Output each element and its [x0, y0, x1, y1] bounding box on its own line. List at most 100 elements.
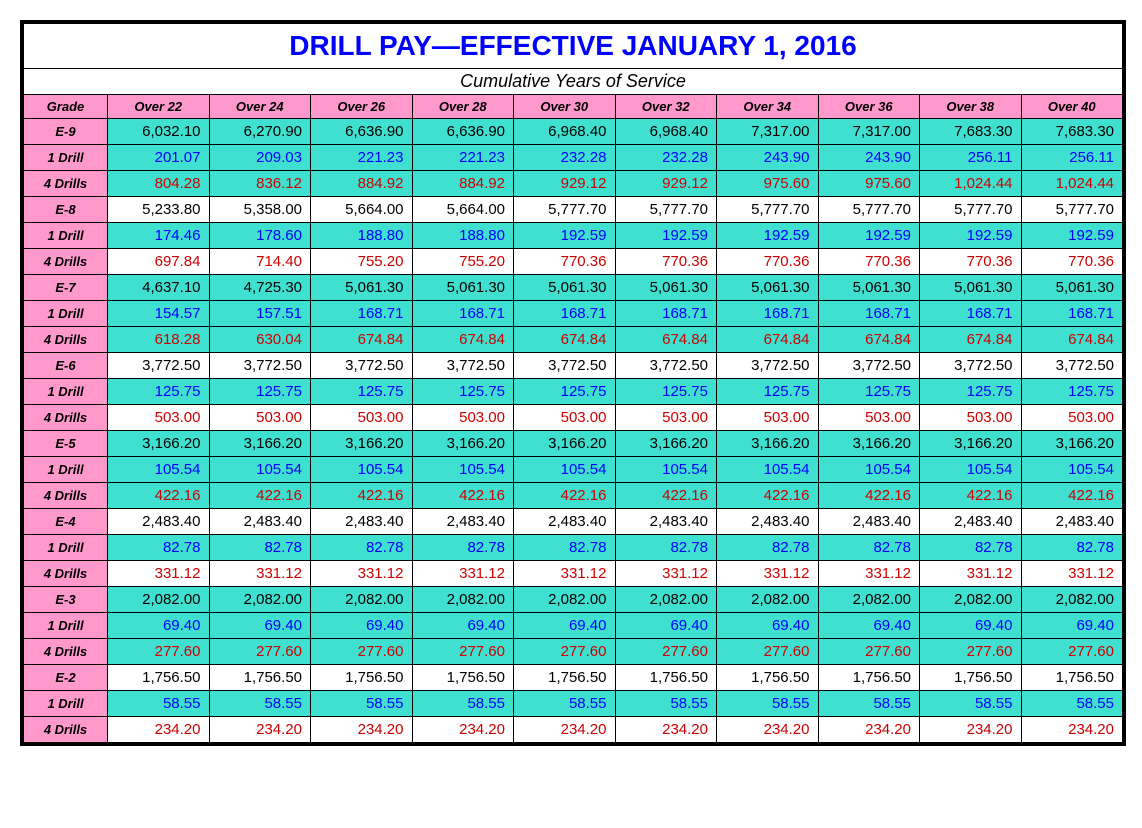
col-header-over-26: Over 26	[311, 95, 413, 119]
cell-value: 232.28	[615, 145, 717, 171]
title-row: DRILL PAY—EFFECTIVE JANUARY 1, 2016	[24, 24, 1123, 69]
cell-value: 770.36	[717, 249, 819, 275]
cell-value: 3,166.20	[1021, 431, 1123, 457]
table-row: 4 Drills503.00503.00503.00503.00503.0050…	[24, 405, 1123, 431]
row-label: E-7	[24, 275, 108, 301]
cell-value: 1,756.50	[920, 665, 1022, 691]
cell-value: 2,082.00	[412, 587, 514, 613]
cell-value: 7,683.30	[920, 119, 1022, 145]
cell-value: 192.59	[615, 223, 717, 249]
cell-value: 125.75	[818, 379, 920, 405]
cell-value: 192.59	[717, 223, 819, 249]
cell-value: 69.40	[412, 613, 514, 639]
cell-value: 243.90	[717, 145, 819, 171]
cell-value: 3,166.20	[311, 431, 413, 457]
cell-value: 2,483.40	[615, 509, 717, 535]
cell-value: 69.40	[615, 613, 717, 639]
drill-pay-table-container: DRILL PAY—EFFECTIVE JANUARY 1, 2016 Cumu…	[20, 20, 1126, 746]
cell-value: 503.00	[818, 405, 920, 431]
cell-value: 2,483.40	[311, 509, 413, 535]
cell-value: 58.55	[209, 691, 311, 717]
col-header-over-38: Over 38	[920, 95, 1022, 119]
cell-value: 82.78	[209, 535, 311, 561]
row-label: 1 Drill	[24, 145, 108, 171]
cell-value: 2,483.40	[108, 509, 210, 535]
table-row: E-63,772.503,772.503,772.503,772.503,772…	[24, 353, 1123, 379]
cell-value: 125.75	[717, 379, 819, 405]
cell-value: 277.60	[1021, 639, 1123, 665]
cell-value: 4,637.10	[108, 275, 210, 301]
cell-value: 125.75	[1021, 379, 1123, 405]
cell-value: 188.80	[412, 223, 514, 249]
cell-value: 168.71	[920, 301, 1022, 327]
cell-value: 422.16	[311, 483, 413, 509]
cell-value: 277.60	[209, 639, 311, 665]
cell-value: 1,756.50	[412, 665, 514, 691]
table-row: 1 Drill174.46178.60188.80188.80192.59192…	[24, 223, 1123, 249]
cell-value: 3,772.50	[209, 353, 311, 379]
row-label: 1 Drill	[24, 457, 108, 483]
cell-value: 503.00	[615, 405, 717, 431]
cell-value: 503.00	[311, 405, 413, 431]
cell-value: 105.54	[920, 457, 1022, 483]
cell-value: 770.36	[1021, 249, 1123, 275]
cell-value: 3,772.50	[1021, 353, 1123, 379]
col-header-over-32: Over 32	[615, 95, 717, 119]
cell-value: 234.20	[717, 717, 819, 743]
cell-value: 3,772.50	[412, 353, 514, 379]
cell-value: 697.84	[108, 249, 210, 275]
cell-value: 1,756.50	[209, 665, 311, 691]
cell-value: 234.20	[108, 717, 210, 743]
cell-value: 503.00	[920, 405, 1022, 431]
cell-value: 234.20	[412, 717, 514, 743]
cell-value: 82.78	[412, 535, 514, 561]
column-header-row: GradeOver 22Over 24Over 26Over 28Over 30…	[24, 95, 1123, 119]
cell-value: 422.16	[920, 483, 1022, 509]
table-row: 1 Drill82.7882.7882.7882.7882.7882.7882.…	[24, 535, 1123, 561]
cell-value: 105.54	[311, 457, 413, 483]
cell-value: 277.60	[311, 639, 413, 665]
cell-value: 2,483.40	[920, 509, 1022, 535]
cell-value: 234.20	[1021, 717, 1123, 743]
cell-value: 234.20	[514, 717, 616, 743]
cell-value: 884.92	[311, 171, 413, 197]
cell-value: 770.36	[818, 249, 920, 275]
cell-value: 82.78	[108, 535, 210, 561]
cell-value: 58.55	[615, 691, 717, 717]
cell-value: 3,772.50	[514, 353, 616, 379]
cell-value: 125.75	[615, 379, 717, 405]
cell-value: 69.40	[311, 613, 413, 639]
cell-value: 105.54	[108, 457, 210, 483]
cell-value: 422.16	[615, 483, 717, 509]
row-label: E-8	[24, 197, 108, 223]
cell-value: 82.78	[717, 535, 819, 561]
cell-value: 58.55	[818, 691, 920, 717]
cell-value: 503.00	[1021, 405, 1123, 431]
cell-value: 192.59	[920, 223, 1022, 249]
cell-value: 3,166.20	[412, 431, 514, 457]
row-label: 4 Drills	[24, 483, 108, 509]
table-row: E-42,483.402,483.402,483.402,483.402,483…	[24, 509, 1123, 535]
table-row: 1 Drill69.4069.4069.4069.4069.4069.4069.…	[24, 613, 1123, 639]
cell-value: 256.11	[1021, 145, 1123, 171]
table-row: 1 Drill58.5558.5558.5558.5558.5558.5558.…	[24, 691, 1123, 717]
cell-value: 256.11	[920, 145, 1022, 171]
cell-value: 6,968.40	[615, 119, 717, 145]
cell-value: 58.55	[108, 691, 210, 717]
cell-value: 674.84	[412, 327, 514, 353]
cell-value: 7,317.00	[717, 119, 819, 145]
cell-value: 243.90	[818, 145, 920, 171]
cell-value: 503.00	[412, 405, 514, 431]
cell-value: 5,777.70	[514, 197, 616, 223]
cell-value: 503.00	[717, 405, 819, 431]
cell-value: 3,772.50	[920, 353, 1022, 379]
col-header-over-34: Over 34	[717, 95, 819, 119]
cell-value: 105.54	[1021, 457, 1123, 483]
col-header-over-40: Over 40	[1021, 95, 1123, 119]
col-header-grade: Grade	[24, 95, 108, 119]
cell-value: 1,756.50	[615, 665, 717, 691]
cell-value: 234.20	[209, 717, 311, 743]
cell-value: 58.55	[717, 691, 819, 717]
cell-value: 234.20	[615, 717, 717, 743]
cell-value: 82.78	[311, 535, 413, 561]
